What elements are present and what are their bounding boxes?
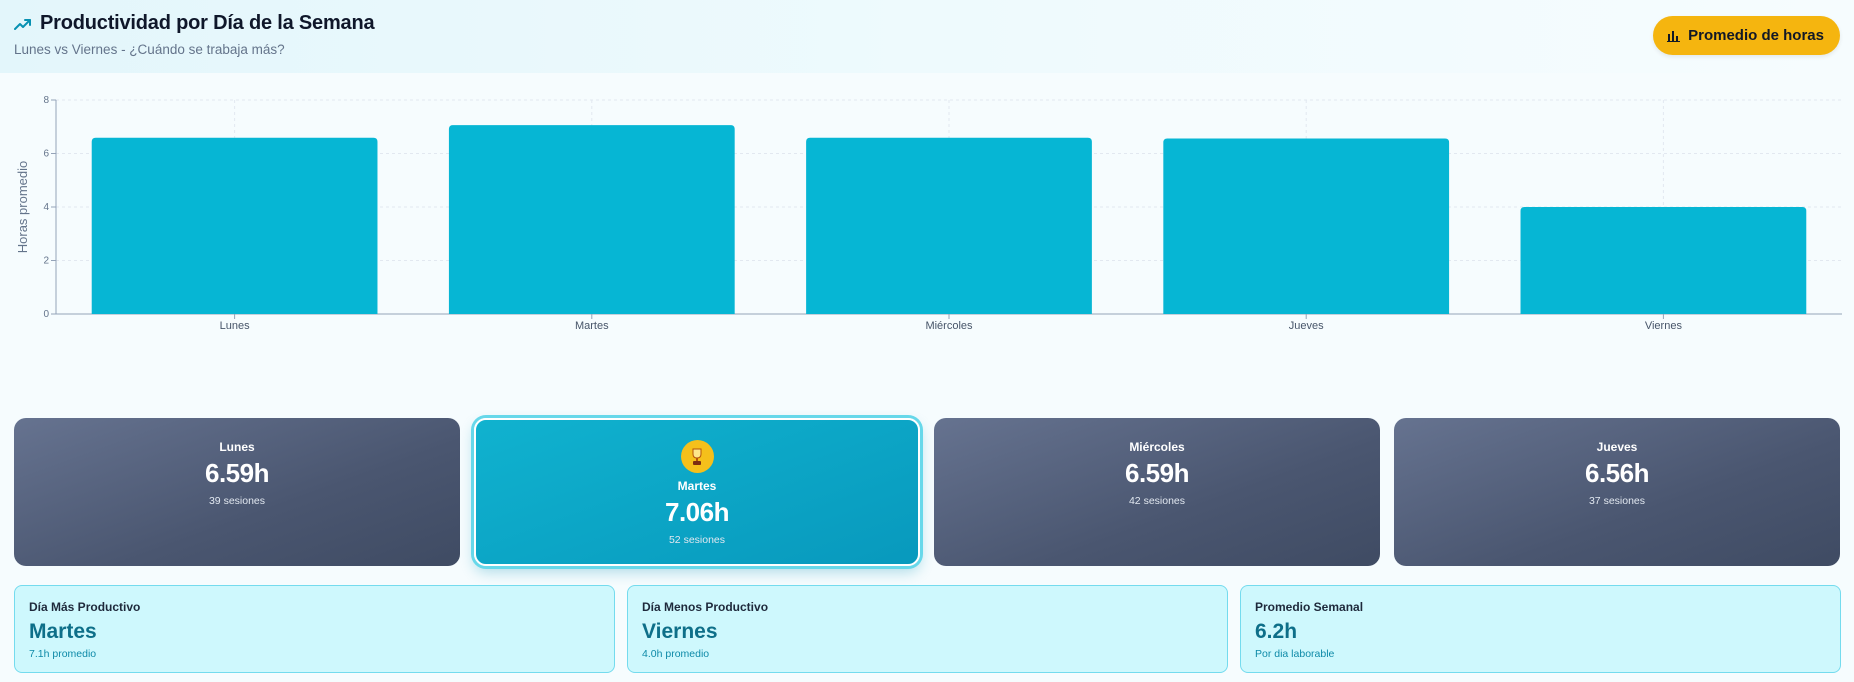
- day-card-lunes[interactable]: Lunes 6.59h 39 sesiones: [14, 418, 460, 566]
- x-tick-label: Martes: [575, 320, 609, 332]
- bar-chart: 0 2 4 6 8 Lunes Martes Miércoles Jueves Viernes Ho…: [15, 95, 1842, 332]
- day-card-hours: 6.59h: [1125, 458, 1190, 488]
- day-card-name: Martes: [677, 479, 717, 493]
- x-tick-label: Jueves: [1289, 320, 1324, 332]
- day-card-hours: 7.06h: [665, 497, 730, 527]
- stat-note: 4.0h promedio: [642, 648, 710, 660]
- weekly-average-card: Promedio Semanal 6.2h Por dia laborable: [1240, 585, 1841, 673]
- day-card-miércoles[interactable]: Miércoles 6.59h 42 sesiones: [934, 418, 1380, 566]
- bar-lunes[interactable]: [91, 137, 378, 314]
- stat-note: 7.1h promedio: [29, 648, 97, 660]
- least-productive-card: Día Menos Productivo Viernes 4.0h promedio: [627, 585, 1228, 673]
- day-card-sessions: 37 sesiones: [1588, 495, 1646, 507]
- stat-note: Por dia laborable: [1255, 648, 1335, 660]
- stat-label: Promedio Semanal: [1255, 600, 1364, 614]
- most-productive-card: Día Más Productivo Martes 7.1h promedio: [14, 585, 615, 673]
- bar-chart-icon: [1667, 30, 1681, 42]
- stat-label: Día Más Productivo: [29, 600, 141, 614]
- title-row: Productividad por Día de la Semana: [14, 12, 375, 35]
- y-axis-label: Horas promedio: [15, 161, 30, 254]
- stat-value: 6.2h: [1255, 620, 1298, 643]
- day-card-sessions: 42 sesiones: [1128, 495, 1186, 507]
- day-card-sessions: 52 sesiones: [668, 534, 726, 546]
- day-card-hours: 6.56h: [1585, 458, 1650, 488]
- chart-labels: 0 2 4 6 8 Lunes Martes Miércoles Jueves Viernes Ho…: [15, 95, 1682, 332]
- x-tick-label: Lunes: [220, 320, 250, 332]
- trophy-icon: [680, 440, 714, 473]
- chart-bars: [91, 125, 1807, 314]
- stat-value: Viernes: [642, 620, 718, 643]
- y-tick-label: 4: [43, 202, 49, 213]
- stat-label: Día Menos Productivo: [642, 600, 769, 614]
- bar-jueves[interactable]: [1163, 138, 1450, 314]
- day-card-hours: 6.59h: [205, 458, 270, 488]
- y-tick-label: 2: [43, 256, 49, 267]
- x-tick-label: Miércoles: [925, 320, 973, 332]
- bar-miércoles[interactable]: [806, 137, 1092, 314]
- average-hours-button-label: Promedio de horas: [1688, 27, 1824, 44]
- stat-value: Martes: [29, 620, 97, 643]
- day-card-name: Jueves: [1596, 440, 1638, 454]
- page-title: Productividad por Día de la Semana: [40, 12, 375, 34]
- y-tick-label: 8: [43, 95, 49, 106]
- day-card-name: Miércoles: [1129, 440, 1185, 454]
- bar-viernes[interactable]: [1520, 207, 1807, 314]
- bar-martes[interactable]: [448, 125, 735, 314]
- day-card-sessions: 39 sesiones: [208, 495, 266, 507]
- day-card-martes[interactable]: Martes 7.06h 52 sesiones: [474, 418, 920, 566]
- y-tick-label: 0: [43, 309, 49, 320]
- chart-header: Productividad por Día de la Semana Lunes…: [0, 0, 1854, 73]
- day-card-jueves[interactable]: Jueves 6.56h 37 sesiones: [1394, 418, 1840, 566]
- trending-up-icon: [14, 18, 31, 30]
- y-tick-label: 6: [43, 149, 49, 160]
- x-tick-label: Viernes: [1645, 320, 1683, 332]
- day-card-name: Lunes: [219, 440, 255, 454]
- page-subtitle: Lunes vs Viernes - ¿Cuándo se trabaja má…: [14, 42, 285, 57]
- average-hours-button[interactable]: Promedio de horas: [1653, 16, 1840, 55]
